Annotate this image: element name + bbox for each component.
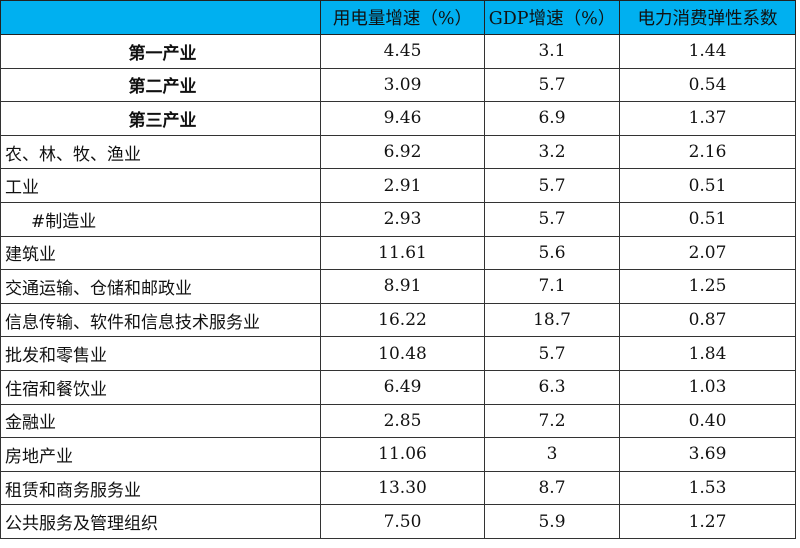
table-row: 建筑业 11.61 5.6 2.07 [0, 235, 796, 271]
table-row: 租赁和商务服务业 13.30 8.7 1.53 [0, 470, 796, 506]
gdp-growth-cell: 5.6 [484, 235, 620, 271]
elasticity-cell: 2.16 [619, 134, 796, 170]
elasticity-cell: 2.07 [619, 235, 796, 271]
table-row: 交通运输、仓储和邮政业 8.91 7.1 1.25 [0, 269, 796, 304]
industry-cell: 第二产业 [0, 67, 321, 103]
header-gdp-growth: GDP增速（%） [484, 0, 620, 35]
industry-cell: 第一产业 [0, 34, 321, 69]
industry-cell: 金融业 [0, 403, 321, 439]
table-row: 第二产业 3.09 5.7 0.54 [0, 67, 796, 103]
electricity-growth-cell: 2.85 [320, 403, 485, 439]
elasticity-cell: 1.44 [619, 34, 796, 69]
industry-cell: #制造业 [0, 201, 321, 237]
industry-cell: 农、林、牧、渔业 [0, 134, 321, 170]
gdp-growth-cell: 7.1 [484, 269, 620, 304]
table-row: 批发和零售业 10.48 5.7 1.84 [0, 336, 796, 371]
gdp-growth-cell: 3.1 [484, 34, 620, 69]
table-row: 公共服务及管理组织 7.50 5.9 1.27 [0, 504, 796, 539]
electricity-growth-cell: 2.91 [320, 168, 485, 203]
electricity-growth-cell: 13.30 [320, 470, 485, 506]
header-industry [0, 0, 321, 35]
gdp-growth-cell: 5.9 [484, 504, 620, 539]
electricity-growth-cell: 7.50 [320, 504, 485, 539]
industry-cell: 住宿和餐饮业 [0, 369, 321, 405]
gdp-growth-cell: 3 [484, 437, 620, 472]
table-row: #制造业 2.93 5.7 0.51 [0, 201, 796, 237]
electricity-growth-cell: 8.91 [320, 269, 485, 304]
gdp-growth-cell: 6.3 [484, 369, 620, 405]
electricity-growth-cell: 11.61 [320, 235, 485, 271]
industry-cell: 工业 [0, 168, 321, 203]
elasticity-cell: 1.25 [619, 269, 796, 304]
elasticity-cell: 0.40 [619, 403, 796, 439]
elasticity-cell: 1.37 [619, 101, 796, 136]
elasticity-cell: 1.84 [619, 336, 796, 371]
gdp-growth-cell: 6.9 [484, 101, 620, 136]
gdp-growth-cell: 5.7 [484, 168, 620, 203]
table-row: 房地产业 11.06 3 3.69 [0, 437, 796, 472]
elasticity-cell: 0.51 [619, 201, 796, 237]
electricity-growth-cell: 4.45 [320, 34, 485, 69]
elasticity-cell: 1.03 [619, 369, 796, 405]
electricity-growth-cell: 3.09 [320, 67, 485, 103]
gdp-growth-cell: 5.7 [484, 336, 620, 371]
electricity-growth-cell: 2.93 [320, 201, 485, 237]
industry-cell: 第三产业 [0, 101, 321, 136]
elasticity-cell: 0.87 [619, 302, 796, 338]
electricity-growth-cell: 10.48 [320, 336, 485, 371]
table-row: 金融业 2.85 7.2 0.40 [0, 403, 796, 439]
elasticity-cell: 3.69 [619, 437, 796, 472]
header-electricity-growth: 用电量增速（%） [320, 0, 485, 35]
electricity-gdp-table: 用电量增速（%） GDP增速（%） 电力消费弹性系数 第一产业 4.45 3.1 1.… [0, 0, 796, 539]
table-row: 工业 2.91 5.7 0.51 [0, 168, 796, 203]
industry-cell: 租赁和商务服务业 [0, 470, 321, 506]
table-row: 第一产业 4.45 3.1 1.44 [0, 34, 796, 69]
gdp-growth-cell: 3.2 [484, 134, 620, 170]
table-row: 第三产业 9.46 6.9 1.37 [0, 101, 796, 136]
gdp-growth-cell: 5.7 [484, 201, 620, 237]
industry-cell: 建筑业 [0, 235, 321, 271]
elasticity-cell: 1.53 [619, 470, 796, 506]
gdp-growth-cell: 18.7 [484, 302, 620, 338]
table-row: 信息传输、软件和信息技术服务业 16.22 18.7 0.87 [0, 302, 796, 338]
gdp-growth-cell: 5.7 [484, 67, 620, 103]
industry-cell: 交通运输、仓储和邮政业 [0, 269, 321, 304]
header-elasticity: 电力消费弹性系数 [619, 0, 796, 35]
gdp-growth-cell: 7.2 [484, 403, 620, 439]
electricity-growth-cell: 16.22 [320, 302, 485, 338]
elasticity-cell: 0.54 [619, 67, 796, 103]
electricity-growth-cell: 11.06 [320, 437, 485, 472]
industry-cell: 批发和零售业 [0, 336, 321, 371]
elasticity-cell: 1.27 [619, 504, 796, 539]
gdp-growth-cell: 8.7 [484, 470, 620, 506]
electricity-growth-cell: 6.49 [320, 369, 485, 405]
electricity-growth-cell: 6.92 [320, 134, 485, 170]
industry-cell: 公共服务及管理组织 [0, 504, 321, 539]
header-row: 用电量增速（%） GDP增速（%） 电力消费弹性系数 [0, 0, 796, 35]
industry-cell: 信息传输、软件和信息技术服务业 [0, 302, 321, 338]
table-row: 农、林、牧、渔业 6.92 3.2 2.16 [0, 134, 796, 170]
table-row: 住宿和餐饮业 6.49 6.3 1.03 [0, 369, 796, 405]
electricity-growth-cell: 9.46 [320, 101, 485, 136]
elasticity-cell: 0.51 [619, 168, 796, 203]
industry-cell: 房地产业 [0, 437, 321, 472]
